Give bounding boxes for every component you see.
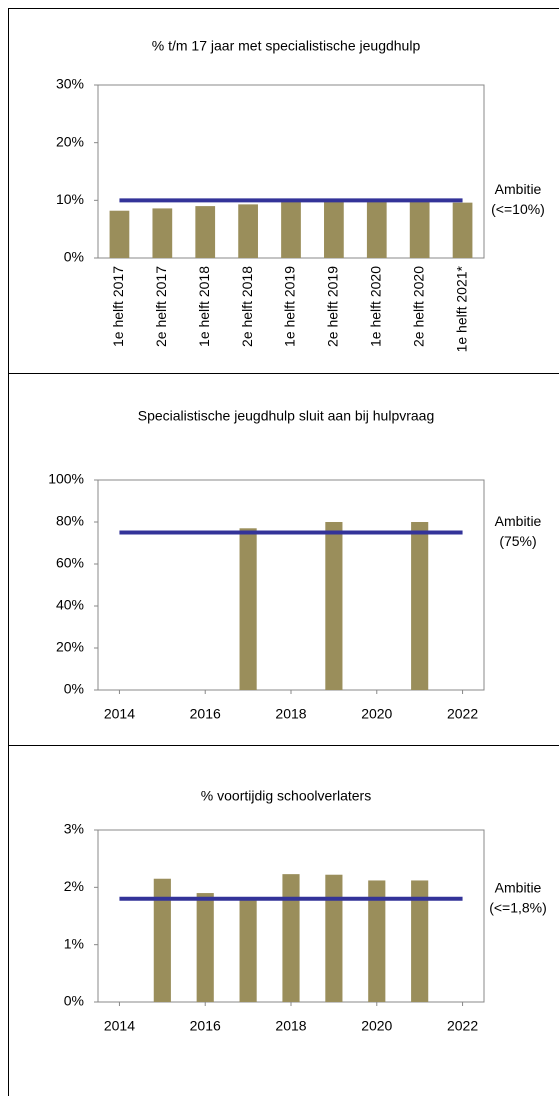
x-tick-label: 2016 — [190, 1018, 221, 1034]
x-tick-label: 1e helft 2021* — [453, 265, 469, 352]
bar — [324, 200, 344, 258]
y-tick-label: 100% — [48, 471, 84, 487]
y-tick-label: 2% — [64, 878, 84, 894]
bar — [195, 206, 216, 258]
x-tick-label: 2014 — [104, 706, 135, 722]
annotation: (<=1,8%) — [489, 900, 547, 916]
bar — [411, 880, 429, 1002]
bar — [281, 201, 301, 258]
x-tick-label: 2016 — [190, 706, 221, 722]
y-tick-label: 20% — [56, 639, 84, 655]
annotation: Ambitie — [495, 181, 542, 197]
bar — [152, 208, 173, 258]
y-tick-label: 1% — [64, 935, 84, 951]
bar — [368, 880, 386, 1002]
bar — [282, 874, 300, 1002]
y-tick-label: 3% — [64, 821, 84, 837]
x-tick-label: 2014 — [104, 1018, 135, 1034]
bar — [238, 204, 258, 258]
y-tick-label: 10% — [56, 191, 84, 207]
y-tick-label: 30% — [56, 76, 84, 92]
x-tick-label: 2018 — [275, 1018, 306, 1034]
chart-title: % t/m 17 jaar met specialistische jeugdh… — [152, 38, 421, 54]
y-tick-label: 0% — [64, 249, 84, 265]
bar — [366, 201, 387, 258]
x-tick-label: 1e helft 2020 — [367, 266, 383, 347]
bar — [409, 200, 430, 258]
bar — [325, 522, 343, 690]
bar — [239, 898, 257, 1002]
x-tick-label: 1e helft 2018 — [196, 266, 212, 347]
chart-title: % voortijdig schoolverlaters — [201, 788, 371, 804]
bar — [109, 210, 130, 258]
bar — [239, 528, 257, 690]
chart-title: Specialistische jeugdhulp sluit aan bij … — [138, 408, 435, 424]
y-tick-label: 80% — [56, 513, 84, 529]
x-tick-label: 2e helft 2017 — [153, 266, 169, 347]
x-tick-label: 2e helft 2018 — [239, 266, 255, 347]
x-tick-label: 2020 — [361, 1018, 392, 1034]
x-tick-label: 2022 — [447, 1018, 478, 1034]
panel-frame — [8, 745, 559, 1096]
bar — [153, 878, 171, 1002]
y-tick-label: 20% — [56, 133, 84, 149]
x-tick-label: 2020 — [361, 706, 392, 722]
x-tick-label: 2022 — [447, 706, 478, 722]
x-tick-label: 1e helft 2019 — [282, 266, 298, 347]
y-tick-label: 0% — [64, 681, 84, 697]
x-tick-label: 2e helft 2019 — [325, 266, 341, 347]
annotation: (<=10%) — [491, 201, 545, 217]
y-tick-label: 0% — [64, 993, 84, 1009]
x-tick-label: 2018 — [275, 706, 306, 722]
bar — [325, 874, 343, 1002]
annotation: (75%) — [499, 533, 536, 549]
y-tick-label: 60% — [56, 555, 84, 571]
bar — [411, 522, 429, 690]
y-tick-label: 40% — [56, 597, 84, 613]
x-tick-label: 1e helft 2017 — [110, 266, 126, 347]
bar — [452, 202, 473, 258]
annotation: Ambitie — [495, 513, 542, 529]
x-tick-label: 2e helft 2020 — [410, 266, 426, 347]
annotation: Ambitie — [495, 880, 542, 896]
bar — [196, 893, 214, 1002]
